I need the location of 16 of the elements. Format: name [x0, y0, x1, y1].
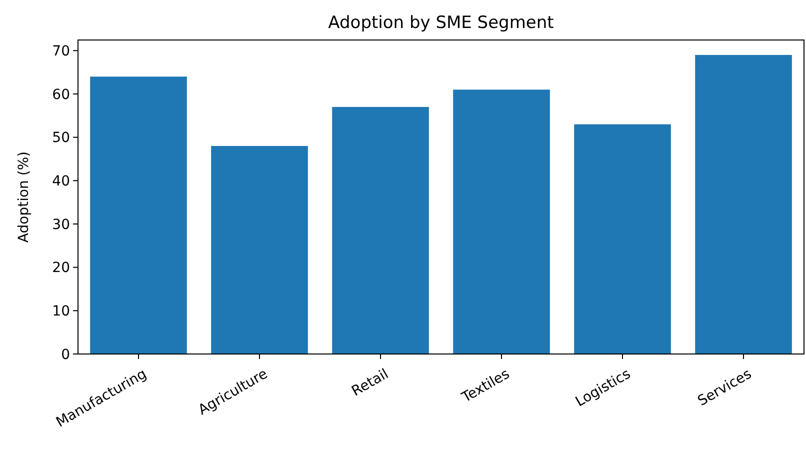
bar — [211, 146, 308, 354]
bar — [90, 76, 187, 354]
y-tick-label: 50 — [52, 130, 70, 146]
bar — [453, 90, 550, 354]
y-tick-label: 70 — [52, 44, 70, 60]
y-axis-title: Adoption (%) — [16, 151, 32, 243]
y-tick-label: 0 — [61, 346, 70, 363]
chart-title: Adoption by SME Segment — [328, 13, 554, 33]
y-tick-label: 10 — [52, 304, 70, 320]
y-tick-label: 20 — [52, 260, 70, 276]
bar — [332, 106, 429, 354]
bar — [574, 124, 671, 354]
y-tick-label: 60 — [52, 86, 70, 103]
y-tick-label: 40 — [52, 174, 70, 190]
y-tick-label: 30 — [52, 216, 70, 233]
bar — [695, 54, 792, 354]
